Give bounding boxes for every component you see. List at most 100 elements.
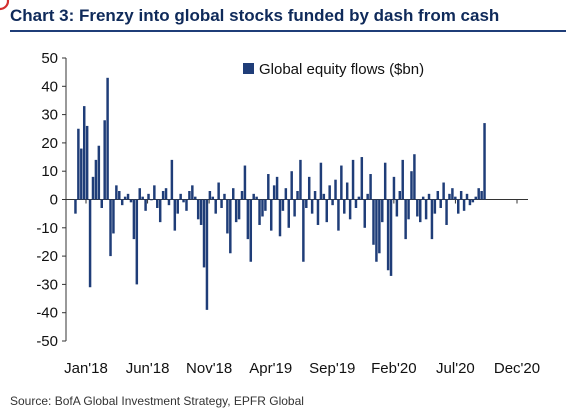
bar [299,159,302,200]
bar [135,199,139,285]
highlight-marker [0,0,10,11]
bar [255,196,258,200]
bar [179,193,182,200]
bar [138,188,141,200]
legend-label: Global equity flows ($bn) [259,61,424,78]
bar [457,199,460,214]
bar [343,199,346,214]
bar [234,199,238,223]
bar [474,196,478,200]
bar [264,199,267,211]
x-tick-label: Jul'20 [436,360,475,377]
y-tick-label: 20 [41,135,58,152]
bar [281,199,285,211]
bar [246,199,250,240]
bar [132,199,136,240]
bar [217,182,220,200]
y-tick-label: -20 [36,248,58,265]
bar [237,199,241,220]
bar [427,193,431,200]
bar [331,199,334,206]
bar [462,199,466,211]
bar [398,191,402,200]
bar [123,196,127,200]
bar [363,199,366,228]
bar [278,199,282,237]
bar [284,188,288,200]
bar [269,199,273,231]
bar [383,162,387,200]
bar [103,120,106,200]
bar [316,199,320,225]
bar [199,199,203,225]
bar [416,199,419,217]
bar [433,199,437,214]
bar [202,199,206,268]
y-tick-label: -10 [36,220,58,237]
bar [82,106,86,200]
bar [313,191,317,200]
bar [115,185,118,200]
bar [120,199,124,206]
bar [401,159,404,200]
bar [395,199,399,217]
bar [290,171,293,200]
bar [144,199,147,211]
bar [442,182,445,200]
y-tick-label: 50 [41,50,58,67]
bar [410,171,413,200]
bar [334,179,337,200]
bar [243,165,247,200]
bar [188,191,191,200]
bar [436,191,440,200]
bar [419,199,422,223]
bar [369,174,372,200]
bar [465,193,469,200]
bar [322,193,326,200]
x-axis: Jan'18 Jun'18 Nov'18 Apr'19 Sep'19 Feb'20 Jul'… [64,199,540,377]
x-tick-label: Jun'18 [126,360,170,377]
bar [161,191,165,200]
bar [100,199,103,208]
bar [483,123,486,200]
bar [296,191,299,200]
bar [91,176,95,200]
bar [307,176,311,200]
bar [407,199,410,220]
y-tick-label: -40 [36,305,58,322]
bar [413,154,416,200]
bar [156,199,159,208]
bar [85,125,89,200]
y-tick-label: 0 [50,192,58,209]
chart-title: Chart 3: Frenzy into global stocks funde… [10,6,566,32]
y-tick-label: 10 [41,163,58,180]
bar [366,193,369,200]
y-tick-label: -30 [36,276,58,293]
bar [147,193,150,200]
bar [430,199,434,240]
bar [170,159,174,200]
bar [232,188,235,200]
x-tick-label: Feb'20 [371,360,416,377]
bar [287,199,290,228]
bar [258,199,261,225]
bar [77,128,80,200]
bar [226,199,229,234]
source-note: Source: BofA Global Investment Strategy,… [10,394,304,408]
bar [208,191,212,200]
bar [153,185,156,200]
bar [357,196,361,200]
bar [182,199,185,203]
bar [468,199,472,206]
x-tick-label: Nov'18 [186,360,232,377]
bar [158,199,162,223]
y-tick-label: 30 [41,107,58,124]
bar [381,199,384,223]
bar [421,196,425,200]
bar [351,159,355,200]
bar [164,188,168,200]
bar [106,77,109,200]
highlight-circle [0,0,10,11]
bar [360,157,364,200]
bar [305,199,308,208]
